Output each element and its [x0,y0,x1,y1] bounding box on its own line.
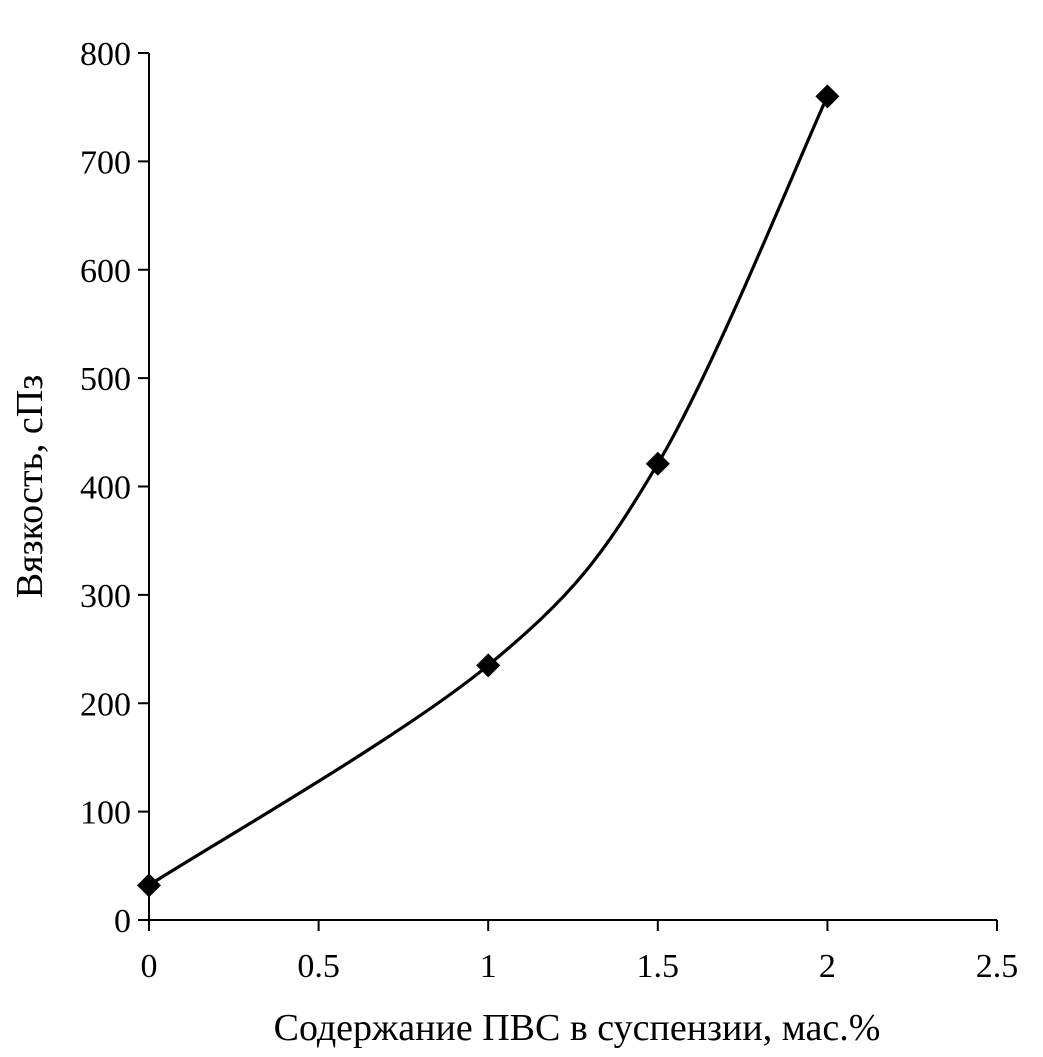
y-tick-label: 600 [80,253,131,290]
series-layer [137,84,840,898]
data-point-marker [815,84,840,109]
x-tick-label: 0.5 [297,948,340,985]
y-tick-label: 200 [80,686,131,723]
y-ticks: 0 100 200 300 400 500 600 700 800 [80,36,149,940]
x-tick-label: 2.5 [976,948,1019,985]
y-tick-label: 500 [80,361,131,398]
axes [148,53,997,921]
y-tick-label: 800 [80,36,131,73]
series-line [148,95,829,887]
y-tick-label: 0 [114,903,131,940]
y-axis-title: Вязкость, сПз [9,375,51,598]
x-tick-label: 1 [480,948,497,985]
y-tick-label: 300 [80,578,131,615]
x-tick-label: 0 [141,948,158,985]
x-axis-title: Содержание ПВС в суспензии, мас.% [274,1007,881,1049]
x-tick-label: 1.5 [637,948,680,985]
data-point-marker [137,873,161,898]
data-point-marker [645,451,670,476]
y-tick-label: 700 [80,144,131,181]
data-point-marker [476,653,501,678]
x-tick-label: 2 [819,948,836,985]
y-tick-label: 400 [80,470,131,507]
x-ticks: 0 0.5 1 1.5 2 2.5 [141,920,1019,985]
y-tick-label: 100 [80,795,131,832]
